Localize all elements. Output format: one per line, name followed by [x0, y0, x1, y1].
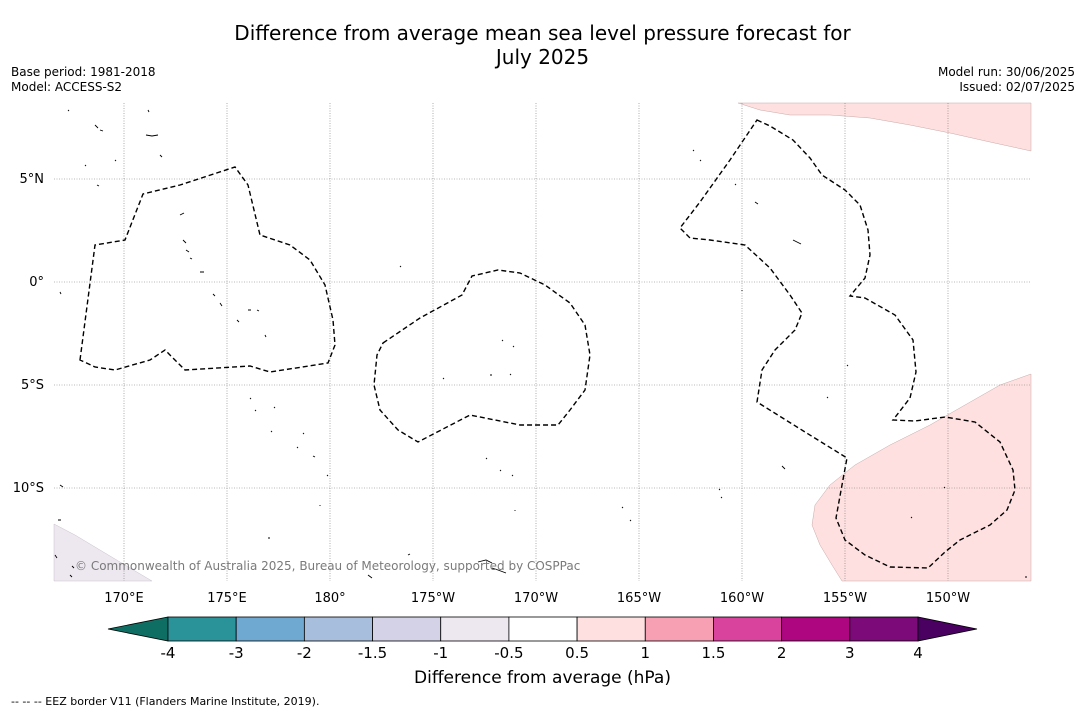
map-panel: © Commonwealth of Australia 2025, Bureau… — [53, 102, 1032, 582]
eez-border-central — [373, 269, 591, 443]
lon-label: 170°E — [104, 591, 144, 606]
lat-label: 5°S — [21, 378, 44, 393]
model-run: Model run: 30/06/2025 — [937, 65, 1075, 79]
colorbar-bin — [644, 616, 714, 642]
lat-label: 10°S — [13, 481, 44, 496]
colorbar — [107, 616, 978, 642]
colorbar-bin — [713, 616, 783, 642]
colorbar-tick: -1.5 — [358, 644, 387, 662]
colorbar-bin — [303, 616, 373, 642]
model-name: Model: ACCESS-S2 — [11, 80, 123, 94]
base-period: Base period: 1981-2018 — [11, 65, 156, 79]
lon-label: 175°E — [207, 591, 247, 606]
colorbar-extend-high — [917, 616, 978, 642]
lat-label: 0° — [29, 275, 44, 290]
eez-borders — [79, 119, 1016, 569]
footer-note: -- -- -- EEZ border V11 (Flanders Marine… — [11, 695, 320, 708]
lon-label: 150°W — [926, 591, 970, 606]
colorbar-tick: -0.5 — [494, 644, 523, 662]
lon-label: 160°W — [720, 591, 764, 606]
colorbar-bin — [167, 616, 237, 642]
colorbar-title: Difference from average (hPa) — [414, 668, 671, 688]
meta-right: Model run: 30/06/2025 Issued: 02/07/2025 — [938, 65, 1075, 95]
island-outlines — [54, 109, 1027, 579]
colorbar-bin — [372, 616, 442, 642]
lat-label: 5°N — [20, 172, 45, 187]
issued-date: Issued: 02/07/2025 — [959, 80, 1075, 94]
map-title: Difference from average mean sea level p… — [0, 21, 1085, 69]
anomaly-region-southeast — [811, 373, 1032, 582]
colorbar-bin — [781, 616, 851, 642]
colorbar-tick: -4 — [161, 644, 176, 662]
colorbar-tick: 2 — [777, 644, 787, 662]
colorbar-tick: 1 — [640, 644, 650, 662]
colorbar-tick: 3 — [845, 644, 855, 662]
lon-label: 165°W — [617, 591, 661, 606]
gridlines — [54, 103, 1031, 581]
colorbar-tick: 0.5 — [565, 644, 589, 662]
colorbar-bin — [508, 616, 578, 642]
copyright-notice: © Commonwealth of Australia 2025, Bureau… — [75, 559, 580, 573]
colorbar-tick: 1.5 — [702, 644, 726, 662]
colorbar-tick: -2 — [297, 644, 312, 662]
title-line-2: July 2025 — [495, 45, 590, 69]
colorbar-tick: -1 — [433, 644, 448, 662]
anomaly-region-northeast — [737, 102, 1032, 152]
colorbar-ticks: -4 -3 -2 -1.5 -1 -0.5 0.5 1 1.5 2 3 4 — [161, 644, 923, 662]
latitude-labels: 5°N 0° 5°S 10°S — [13, 172, 44, 496]
colorbar-bin — [576, 616, 646, 642]
longitude-labels: 170°E 175°E 180° 175°W 170°W 165°W 160°W 155°W 1… — [104, 591, 970, 606]
lon-label: 170°W — [514, 591, 558, 606]
colorbar-tick: 4 — [913, 644, 923, 662]
colorbar-bin — [440, 616, 510, 642]
eez-border-west — [79, 166, 336, 373]
colorbar-bin — [235, 616, 305, 642]
meta-left: Base period: 1981-2018 Model: ACCESS-S2 — [11, 65, 156, 95]
title-line-1: Difference from average mean sea level p… — [234, 21, 851, 45]
lon-label: 155°W — [823, 591, 867, 606]
colorbar-bin — [849, 616, 919, 642]
lon-label: 180° — [314, 591, 345, 606]
anomaly-region-southwest — [53, 523, 153, 582]
eez-border-east — [679, 119, 1016, 569]
lon-label: 175°W — [411, 591, 455, 606]
colorbar-tick: -3 — [229, 644, 244, 662]
colorbar-extend-low — [107, 616, 169, 642]
